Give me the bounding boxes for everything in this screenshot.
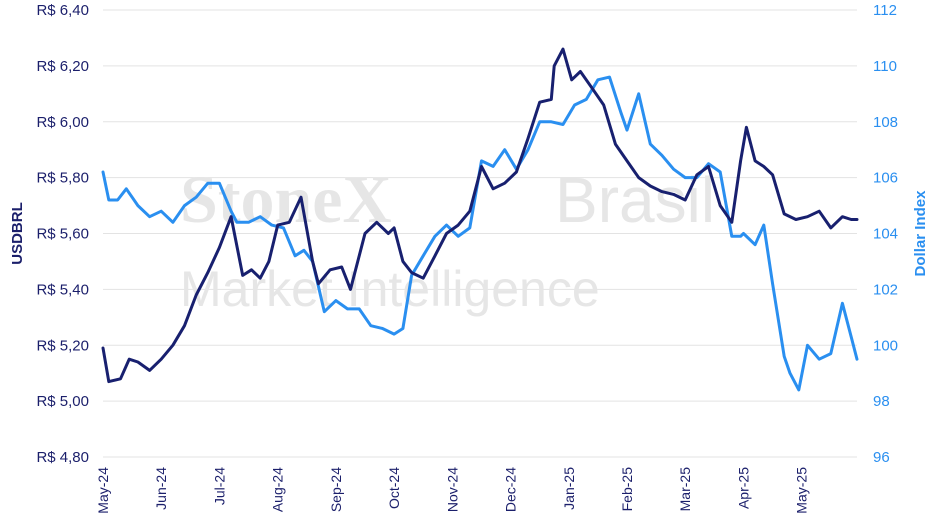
x-tick-label: Jul-24 — [211, 467, 227, 505]
left-axis-title: USDBRL — [9, 202, 26, 265]
x-tick-label: Feb-25 — [619, 467, 635, 512]
watermark-brand: StoneX — [180, 161, 392, 237]
left-tick-label: R$ 5,80 — [36, 170, 89, 187]
watermark-brand-suffix: Brasil — [555, 164, 715, 236]
left-tick-label: R$ 6,20 — [36, 58, 89, 75]
left-axis-ticks: R$ 4,80 R$ 5,00 R$ 5,20 R$ 5,40 R$ 5,60 R$ 5,… — [36, 2, 89, 466]
right-axis-ticks: 96 98 100 102 104 106 108 110 112 — [873, 2, 898, 466]
left-tick-label: R$ 6,40 — [36, 2, 89, 19]
left-tick-label: R$ 6,00 — [36, 114, 89, 131]
left-tick-label: R$ 5,40 — [36, 281, 89, 298]
right-tick-label: 102 — [873, 281, 898, 298]
x-tick-label: Jun-24 — [153, 467, 169, 510]
x-tick-label: Mar-25 — [677, 467, 693, 512]
right-tick-label: 98 — [873, 393, 890, 410]
series-lines — [101, 47, 859, 392]
right-axis-title: Dollar Index — [912, 190, 929, 277]
x-tick-label: Apr-25 — [735, 467, 751, 509]
left-tick-label: R$ 5,00 — [36, 393, 89, 410]
series-line-usdbrl — [101, 47, 859, 384]
right-tick-label: 96 — [873, 449, 890, 466]
x-tick-label: Nov-24 — [444, 467, 460, 512]
right-tick-label: 110 — [873, 58, 897, 75]
x-tick-label: Sep-24 — [328, 467, 344, 512]
x-tick-label: Aug-24 — [270, 467, 286, 512]
right-tick-label: 104 — [873, 226, 898, 243]
right-tick-label: 108 — [873, 114, 898, 131]
right-tick-label: 112 — [873, 2, 897, 19]
left-tick-label: R$ 5,20 — [36, 337, 89, 354]
x-tick-label: Dec-24 — [503, 467, 519, 512]
right-tick-label: 100 — [873, 337, 898, 354]
series-line-dollar-index — [101, 75, 859, 392]
right-tick-label: 106 — [873, 170, 898, 187]
x-tick-label: May-25 — [794, 467, 810, 514]
watermark: StoneX Brasil Market Intelligence — [180, 161, 715, 317]
x-axis-ticks: May-24 Jun-24 Jul-24 Aug-24 Sep-24 Oct-24 Nov-… — [95, 467, 810, 514]
left-tick-label: R$ 5,60 — [36, 226, 89, 243]
x-tick-label: Oct-24 — [386, 467, 402, 509]
left-tick-label: R$ 4,80 — [36, 449, 89, 466]
x-tick-label: Jan-25 — [561, 467, 577, 510]
x-tick-label: May-24 — [95, 467, 111, 514]
